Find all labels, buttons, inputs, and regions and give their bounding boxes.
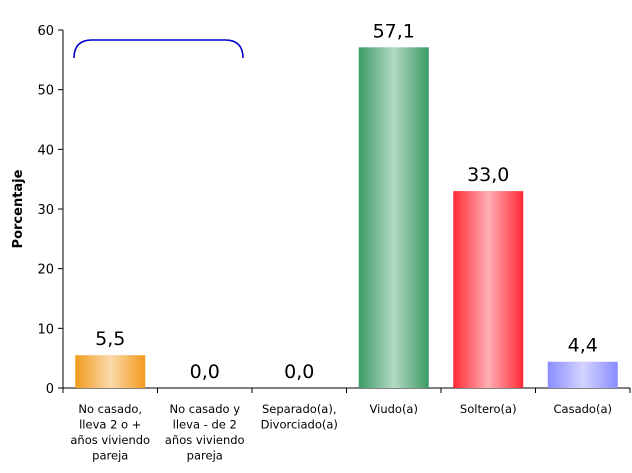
x-category-label: lleva - de 2 — [173, 418, 237, 432]
data-label: 0,0 — [284, 361, 314, 383]
data-label: 0,0 — [190, 361, 220, 383]
x-category-label: años viviendo — [70, 433, 150, 447]
y-axis-title: Porcentaje — [11, 169, 26, 248]
x-category-label: años viviendo — [165, 433, 245, 447]
x-category-label: No casado, — [78, 402, 142, 416]
x-category-label: Viudo(a) — [370, 402, 418, 416]
bar — [453, 191, 524, 388]
y-tick-label: 30 — [37, 203, 54, 218]
x-category-label: Soltero(a) — [460, 402, 517, 416]
bar — [75, 355, 146, 388]
x-category-label: lleva 2 o + — [79, 418, 141, 432]
data-label: 5,5 — [95, 328, 125, 350]
bar — [358, 47, 429, 388]
x-category-label: Casado(a) — [554, 402, 612, 416]
data-label: 4,4 — [568, 335, 598, 357]
y-tick-label: 50 — [37, 84, 54, 99]
x-category-label: Divorciado(a) — [261, 418, 338, 432]
y-tick-label: 10 — [37, 322, 54, 337]
data-label: 33,0 — [467, 164, 509, 186]
data-label: 57,1 — [373, 20, 415, 42]
y-tick-label: 60 — [37, 24, 54, 39]
y-tick-label: 0 — [46, 382, 54, 397]
y-tick-label: 40 — [37, 143, 54, 158]
y-tick-label: 20 — [37, 263, 54, 278]
x-category-label: pareja — [187, 449, 223, 463]
bar — [547, 361, 618, 388]
bracket-annotation — [73, 39, 244, 59]
x-category-label: Separado(a), — [262, 402, 337, 416]
x-category-label: No casado y — [170, 402, 241, 416]
x-category-label: pareja — [92, 449, 128, 463]
